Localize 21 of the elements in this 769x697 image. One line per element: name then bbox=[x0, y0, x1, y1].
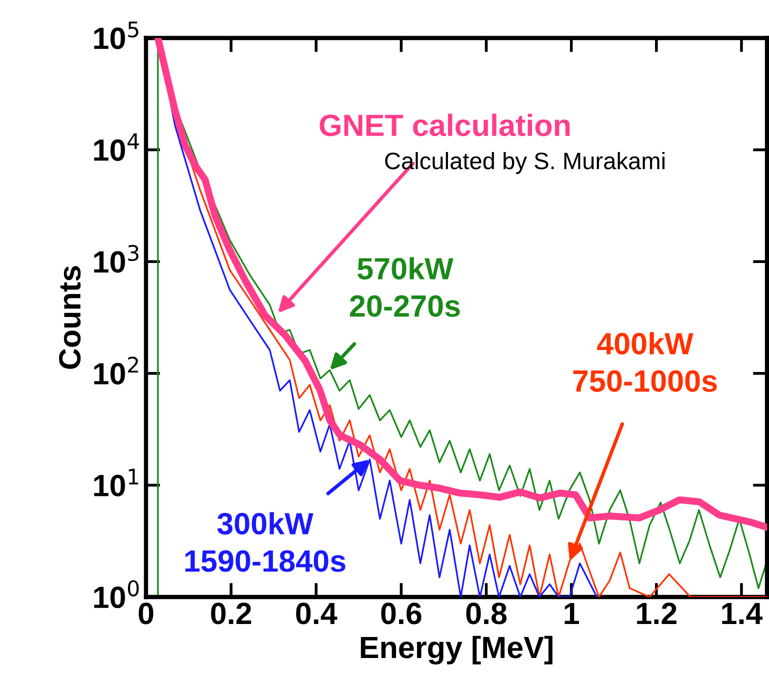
x-tick-label: 1 bbox=[564, 602, 579, 624]
annotation: 300kW 1590-1840s bbox=[185, 512, 346, 572]
x-axis-title: Energy [MeV] bbox=[360, 636, 552, 665]
annotation: Calculated by S. Murakami bbox=[385, 152, 664, 174]
y-tick-label: 10$^{3}$ bbox=[94, 244, 138, 273]
annotation: GNET calculation bbox=[320, 114, 570, 136]
y-axis-title: Counts bbox=[59, 266, 81, 369]
x-tick-label: 1.4 bbox=[722, 602, 763, 624]
annotation: 570kW 20-270s bbox=[350, 257, 460, 317]
x-tick-label: 0.2 bbox=[211, 602, 252, 624]
y-tick-label: 10$^{0}$ bbox=[94, 580, 139, 608]
y-tick-label: 10$^{5}$ bbox=[94, 22, 138, 50]
x-tick-label: 0 bbox=[138, 602, 154, 624]
x-tick-label: 1.2 bbox=[637, 602, 676, 624]
y-tick-label: 10$^{4}$ bbox=[94, 133, 139, 161]
annotation: 400kW 750-1000s bbox=[573, 332, 717, 392]
y-tick-label: 10$^{2}$ bbox=[94, 356, 138, 385]
x-tick-label: 0.4 bbox=[296, 602, 338, 624]
x-tick-label: 0.8 bbox=[466, 602, 507, 624]
x-tick-label: 0.6 bbox=[381, 602, 422, 624]
y-tick-label: 10$^{1}$ bbox=[94, 468, 138, 496]
